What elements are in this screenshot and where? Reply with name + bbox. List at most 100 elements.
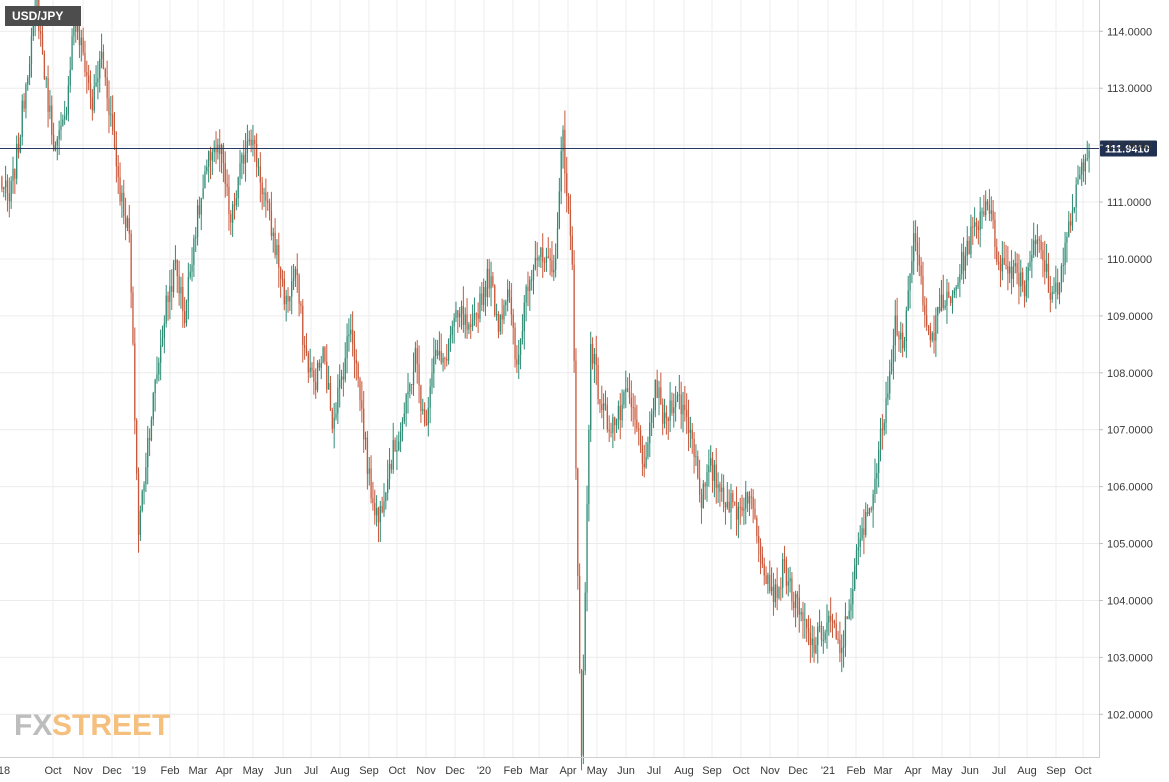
- candle-body: [859, 538, 861, 547]
- candle-body: [1031, 254, 1033, 262]
- candle-body: [351, 329, 354, 344]
- candle-body: [676, 395, 679, 402]
- candle-body: [662, 404, 664, 424]
- candle-body: [23, 100, 25, 109]
- candle-body: [355, 359, 357, 364]
- candle-body: [903, 341, 906, 349]
- y-tick-label: 105.0000: [1107, 539, 1153, 551]
- candle-body: [488, 268, 490, 289]
- y-tick-label: 109.0000: [1107, 311, 1153, 323]
- candle-body: [501, 314, 503, 320]
- candle-body: [927, 325, 930, 327]
- candle-body: [907, 290, 909, 311]
- candle-body: [200, 197, 202, 215]
- candle-body: [652, 410, 655, 415]
- y-tick-label: 108.0000: [1107, 368, 1153, 380]
- candle-body: [975, 222, 978, 227]
- x-tick-label: Feb: [504, 765, 523, 777]
- candle-body: [387, 479, 389, 493]
- candle-body: [933, 332, 935, 341]
- candle-body: [529, 279, 531, 291]
- candle-body: [278, 244, 280, 268]
- candle-body: [935, 315, 937, 341]
- candle-body: [985, 201, 987, 216]
- candle-body: [774, 584, 776, 603]
- candle-body: [1033, 240, 1035, 255]
- x-tick-label: Dec: [788, 765, 808, 777]
- y-tick-label: 102.0000: [1107, 709, 1153, 721]
- candle-body: [208, 151, 210, 167]
- candle-body: [390, 464, 393, 470]
- candle-body: [591, 343, 594, 364]
- candle-body: [1053, 291, 1055, 293]
- x-tick-label: Nov: [73, 765, 93, 777]
- candle-body: [326, 361, 328, 390]
- candle-body: [259, 166, 261, 183]
- candle-body: [955, 286, 957, 291]
- candle-body: [953, 290, 955, 295]
- candle-body: [961, 252, 963, 275]
- candle-body: [759, 542, 762, 555]
- candle-body: [198, 205, 201, 215]
- candle-body: [732, 493, 734, 502]
- candle-body: [447, 339, 450, 361]
- candle-body: [178, 276, 180, 294]
- candle-body: [885, 398, 887, 423]
- candle-body: [1020, 272, 1022, 287]
- candle-body: [830, 615, 832, 621]
- candle-body: [459, 313, 461, 318]
- candle-body: [689, 429, 692, 433]
- candle-body: [497, 314, 500, 332]
- candle-body: [124, 216, 127, 228]
- candle-body: [333, 417, 335, 429]
- candle-body: [139, 510, 142, 535]
- candle-body: [868, 508, 871, 514]
- candle-body: [1068, 221, 1070, 237]
- y-tick-label: 103.0000: [1107, 652, 1153, 664]
- candle-body: [896, 315, 898, 335]
- candle-body: [99, 58, 101, 79]
- candle-body: [643, 463, 645, 468]
- candle-body: [281, 278, 284, 280]
- candle-body: [309, 367, 311, 373]
- candle-body: [148, 438, 151, 441]
- candle-body: [357, 363, 359, 379]
- candle-body: [1088, 150, 1090, 159]
- candle-body: [475, 313, 477, 315]
- y-tick-label: 107.0000: [1107, 425, 1153, 437]
- candle-body: [754, 508, 756, 519]
- candle-body: [920, 265, 922, 276]
- candle-body: [540, 247, 542, 258]
- candle-body: [990, 210, 992, 214]
- candle-body: [298, 275, 300, 304]
- candle-body: [902, 332, 904, 349]
- candle-body: [641, 445, 644, 464]
- candle-body: [418, 364, 420, 386]
- candle-body: [206, 166, 208, 172]
- candle-body: [905, 310, 907, 342]
- candle-body: [412, 371, 415, 385]
- candle-body: [783, 559, 786, 561]
- candle-body: [1081, 162, 1083, 175]
- candle-body: [52, 134, 55, 151]
- candle-body: [625, 388, 627, 393]
- candle-body: [617, 406, 620, 420]
- candle-body: [713, 464, 716, 481]
- candle-body: [844, 616, 847, 647]
- candle-body: [854, 565, 856, 590]
- candle-body: [948, 291, 950, 298]
- candle-body: [455, 310, 457, 318]
- candle-body: [363, 408, 365, 440]
- candle-body: [392, 440, 394, 470]
- candle-body: [761, 554, 764, 564]
- candle-body: [606, 405, 608, 430]
- candle-body: [994, 219, 996, 248]
- candle-body: [370, 468, 372, 499]
- x-tick-label: Oct: [388, 765, 405, 777]
- candle-body: [403, 413, 405, 422]
- x-tick-label: Oct: [1074, 765, 1091, 777]
- candle-body: [822, 639, 824, 641]
- candle-body: [839, 639, 841, 653]
- symbol-label: USD/JPY: [12, 9, 63, 23]
- candle-body: [80, 37, 82, 46]
